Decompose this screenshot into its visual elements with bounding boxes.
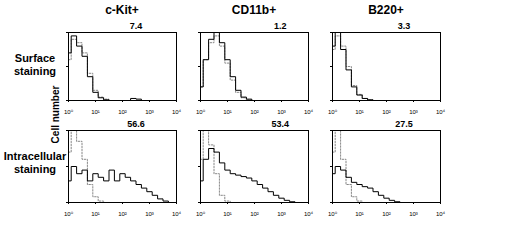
svg-text:10¹: 10¹ [355,211,364,216]
svg-text:10²: 10² [250,211,259,216]
svg-text:10⁰: 10⁰ [64,109,74,114]
svg-text:10⁰: 10⁰ [196,109,206,114]
svg-text:10⁰: 10⁰ [328,211,338,216]
svg-text:10³: 10³ [277,109,286,114]
svg-text:10²: 10² [382,211,391,216]
svg-text:10²: 10² [118,109,127,114]
svg-text:53.4: 53.4 [271,119,289,129]
svg-text:10³: 10³ [145,211,154,216]
svg-text:10⁰: 10⁰ [196,211,206,216]
svg-text:10³: 10³ [409,211,418,216]
svg-text:10⁴: 10⁴ [172,109,182,114]
svg-text:10⁰: 10⁰ [328,109,338,114]
svg-text:56.6: 56.6 [127,119,145,129]
svg-text:10³: 10³ [409,109,418,114]
html-text:Surface staining: Surface staining [13,52,57,77]
svg-text:10⁴: 10⁴ [304,211,314,216]
svg-text:7.4: 7.4 [130,21,143,31]
svg-text:10³: 10³ [277,211,286,216]
svg-text:27.5: 27.5 [395,119,413,129]
svg-text:10³: 10³ [145,109,154,114]
svg-text:10¹: 10¹ [91,211,100,216]
svg-text:10⁴: 10⁴ [436,109,446,114]
svg-text:10¹: 10¹ [355,109,364,114]
svg-text:10⁴: 10⁴ [172,211,182,216]
svg-text:1.2: 1.2 [274,21,287,31]
svg-text:10¹: 10¹ [223,211,232,216]
html-text:B220+: B220+ [368,3,404,17]
html-text:Intracellular staining: Intracellular staining [3,150,67,175]
svg-text:10²: 10² [118,211,127,216]
html-text:Cell number: Cell number [49,85,61,143]
svg-text:10⁰: 10⁰ [64,211,74,216]
svg-text:10²: 10² [382,109,391,114]
svg-text:10⁴: 10⁴ [436,211,446,216]
svg-text:3.3: 3.3 [398,21,411,31]
html-text:CD11b+: CD11b+ [231,3,277,17]
html-text:c-Kit+: c-Kit+ [105,3,139,17]
svg-text:10¹: 10¹ [223,109,232,114]
svg-text:10⁴: 10⁴ [304,109,314,114]
svg-text:10¹: 10¹ [91,109,100,114]
svg-text:10²: 10² [250,109,259,114]
